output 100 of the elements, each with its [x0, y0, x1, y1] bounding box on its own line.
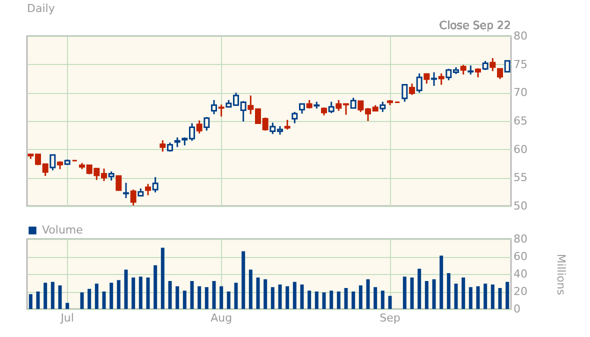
y-tick-label: 80 [514, 30, 528, 42]
bar [116, 280, 120, 309]
bar [198, 286, 202, 309]
bar [154, 265, 158, 309]
candlestick [424, 72, 430, 84]
bar [424, 281, 428, 309]
bar [220, 286, 224, 309]
y-tick-label: 75 [514, 58, 528, 71]
bar [330, 290, 334, 309]
candlestick [108, 170, 114, 182]
y-tick-label: 65 [514, 114, 528, 128]
x-tick-label: Sep [380, 312, 400, 324]
bar [132, 278, 136, 309]
bar [44, 282, 48, 309]
bar [110, 282, 114, 309]
y-tick-label: 20 [514, 285, 528, 298]
bar [278, 284, 282, 309]
y-tick-label: 60 [514, 142, 528, 156]
bar [212, 281, 216, 309]
bar [36, 292, 40, 309]
candlestick [152, 176, 158, 194]
bar [146, 278, 150, 309]
candlestick [218, 104, 224, 118]
bar [454, 284, 458, 309]
bar [322, 292, 326, 309]
bar [292, 282, 296, 309]
candlestick [438, 72, 444, 86]
bar [138, 276, 142, 309]
bar [160, 248, 164, 309]
legend-label: Volume [42, 224, 84, 236]
bar [380, 290, 384, 309]
bar [286, 286, 290, 309]
bar [50, 282, 54, 309]
candlestick [328, 100, 334, 114]
bar [204, 287, 208, 309]
bar [66, 302, 70, 309]
candlestick [292, 111, 298, 124]
bar [226, 292, 230, 309]
bar [402, 276, 406, 309]
bar [410, 278, 414, 309]
bar [506, 282, 510, 309]
candlestick [468, 64, 474, 76]
y-tick-label: 0 [514, 302, 520, 316]
candlestick [409, 82, 415, 96]
y-tick-label: 80 [514, 232, 528, 246]
bar [388, 296, 392, 309]
bar [308, 290, 312, 309]
bar [432, 279, 436, 309]
bar [234, 282, 238, 309]
bar [336, 292, 340, 309]
y-tick-label: 50 [514, 200, 528, 212]
bar [358, 285, 362, 309]
bar [58, 285, 62, 309]
bar [102, 292, 106, 309]
bar [344, 288, 348, 309]
bar [446, 273, 450, 309]
candlestick [204, 116, 210, 132]
bar [94, 284, 98, 309]
y-tick-label: 70 [514, 86, 528, 100]
candlestick [402, 84, 408, 102]
bar [80, 292, 84, 309]
y-axis-title: Millions [554, 254, 568, 296]
bar [168, 281, 172, 309]
text: Close Sep 22 [439, 19, 511, 32]
candlestick [211, 99, 217, 115]
bar [28, 294, 32, 309]
bar [182, 290, 186, 309]
bar [300, 284, 304, 309]
bar [418, 268, 422, 309]
bar [498, 288, 502, 309]
candlestick [460, 64, 466, 76]
candlestick [431, 72, 437, 87]
bar [468, 287, 472, 309]
candlestick [145, 183, 151, 196]
candlestick [490, 57, 496, 72]
candlestick [130, 188, 136, 206]
bar [366, 279, 370, 309]
bar [176, 286, 180, 309]
y-tick-label: 55 [514, 171, 528, 184]
bar [314, 292, 318, 309]
y-tick-label: 40 [514, 268, 528, 280]
candlestick [380, 100, 386, 113]
bar [352, 292, 356, 309]
bar [462, 278, 466, 309]
candlestick [284, 119, 290, 130]
candlestick [123, 182, 129, 199]
bar [440, 256, 444, 309]
bar [190, 281, 194, 309]
candlestick [196, 120, 202, 134]
bar [256, 278, 260, 309]
bar [124, 270, 128, 309]
candlestick [160, 140, 166, 152]
candlestick [116, 175, 122, 191]
bar [484, 284, 488, 309]
x-tick-label: Jul [60, 312, 74, 324]
candlestick [416, 72, 422, 94]
candlestick [50, 154, 56, 172]
y-tick-label: 60 [514, 250, 528, 263]
bar [248, 270, 252, 309]
bar [270, 287, 274, 309]
